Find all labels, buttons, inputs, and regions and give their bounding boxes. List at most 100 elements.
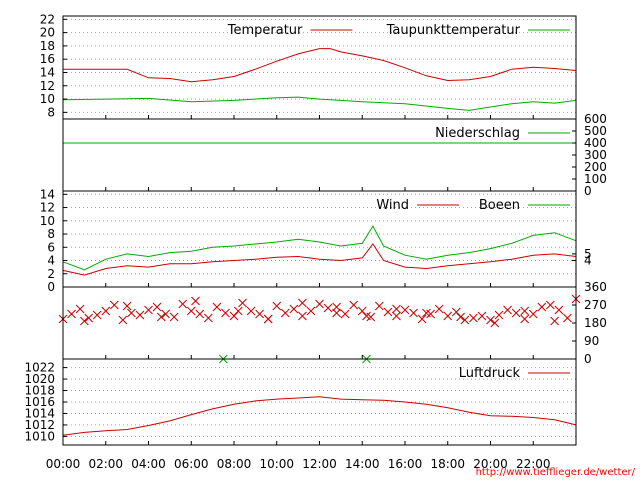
xtick-label: 00:00 <box>46 457 81 471</box>
wind-ytick-label: 10 <box>40 214 55 228</box>
temperature-legend-label: Temperatur <box>227 23 303 38</box>
temperature-ytick-label: 14 <box>40 65 55 79</box>
wind-direction-point <box>434 304 444 314</box>
wind-direction-point <box>477 311 487 321</box>
xtick-label: 14:00 <box>345 457 380 471</box>
wind-direction-frame <box>62 286 577 360</box>
wind-direction-point <box>233 306 243 316</box>
wind-legend-label: Wind <box>376 198 409 213</box>
wind-ytick-label-right: 5 <box>584 247 592 261</box>
temperature-series-line <box>62 96 577 111</box>
source-url: http://www.tiefflieger.de/wetter/ <box>476 467 636 478</box>
wind-direction-point <box>238 298 247 308</box>
wind-direction-point <box>520 306 530 316</box>
wind-direction-point <box>456 312 465 322</box>
wind-series-line <box>62 225 577 271</box>
wind-direction-point <box>340 309 350 319</box>
wind-direction-point <box>144 305 153 315</box>
wind-direction-point <box>109 300 119 310</box>
wind-direction-ytick-label-right: 270 <box>584 298 607 312</box>
wind-direction-point <box>122 301 132 311</box>
wind-direction-point <box>298 311 307 321</box>
wind-direction-point <box>246 306 256 316</box>
xtick-label: 08:00 <box>217 457 252 471</box>
wind-direction-point <box>503 305 512 315</box>
precipitation-ytick-label-right: 600 <box>584 112 607 126</box>
wind-ytick-label: 8 <box>47 227 55 241</box>
wind-direction-point <box>409 308 418 318</box>
wind-direction-point <box>417 314 427 324</box>
wind-direction-point <box>229 311 239 321</box>
wind-direction-point <box>357 306 367 316</box>
xtick-label: 04:00 <box>131 457 166 471</box>
wind-direction-point <box>127 308 136 318</box>
wind-direction-point <box>490 318 500 328</box>
wind-direction-point <box>152 302 162 312</box>
wind-direction-point <box>469 313 478 323</box>
wind-direction-point <box>486 315 495 325</box>
wind-direction-point <box>195 309 205 319</box>
wind-direction-point <box>545 300 555 310</box>
wind-ytick-label: 6 <box>47 240 55 254</box>
xtick-label: 18:00 <box>430 457 465 471</box>
xtick-label: 16:00 <box>388 457 423 471</box>
wind-direction-point <box>511 308 521 318</box>
temperature-ytick-label: 16 <box>40 52 55 66</box>
wind-direction-point <box>80 316 89 326</box>
temperature-ytick-label: 18 <box>40 39 55 53</box>
wind-ytick-label: 14 <box>40 187 55 201</box>
temperature-ytick-label: 10 <box>40 92 55 106</box>
wind-ytick-label: 12 <box>40 201 55 215</box>
wind-direction-point <box>306 306 316 316</box>
wind-direction-point <box>263 314 273 324</box>
precipitation-ytick-label-right: 100 <box>584 172 607 186</box>
wind-direction-point <box>84 313 94 323</box>
pressure-ytick-label: 1018 <box>24 384 55 398</box>
temperature-ytick-label: 8 <box>47 105 55 119</box>
pressure-ytick-label: 1012 <box>24 418 55 432</box>
temperature-legend-label: Taupunkttemperatur <box>386 23 521 38</box>
wind-direction-point <box>272 301 282 311</box>
xtick-label: 02:00 <box>88 457 123 471</box>
xtick-label: 20:00 <box>473 457 508 471</box>
wind-direction-point <box>221 308 230 318</box>
wind-legend-label: Boeen <box>479 198 520 213</box>
pressure-ytick-label: 1020 <box>24 372 55 386</box>
wind-direction-point <box>550 316 559 326</box>
pressure-ytick-label: 1014 <box>24 406 55 420</box>
wind-direction-point <box>554 305 564 315</box>
wind-direction-point <box>169 312 179 322</box>
wind-direction-point <box>212 302 222 312</box>
wind-direction-point <box>494 310 504 320</box>
wind-direction-ytick-label-right: 0 <box>584 352 592 366</box>
pressure-ytick-label: 1010 <box>24 429 55 443</box>
wind-direction-ytick-label-right: 360 <box>584 280 607 294</box>
wind-direction-point <box>374 301 384 311</box>
wind-direction-point <box>451 307 461 317</box>
wind-direction-point <box>528 309 538 319</box>
wind-direction-point <box>178 299 188 309</box>
pressure-ytick-label: 1016 <box>24 395 55 409</box>
precipitation-ytick-label-right: 500 <box>584 124 607 138</box>
precipitation-legend-label: Niederschlag <box>435 126 520 141</box>
wind-direction-point <box>203 313 213 323</box>
wind-direction-point <box>422 308 431 318</box>
xtick-label: 12:00 <box>302 457 337 471</box>
wind-direction-point <box>101 306 111 316</box>
wind-direction-point <box>280 308 290 318</box>
wind-direction-point <box>392 304 401 314</box>
wind-direction-point <box>298 298 307 308</box>
pressure-legend-label: Luftdruck <box>459 366 521 381</box>
wind-direction-point <box>537 302 547 312</box>
pressure-ytick-label: 1022 <box>24 361 55 375</box>
wind-direction-point <box>191 296 200 306</box>
wind-direction-point <box>315 299 324 309</box>
xtick-label: 06:00 <box>174 457 209 471</box>
temperature-ytick-label: 20 <box>40 26 55 40</box>
wind-ytick-label: 0 <box>47 280 55 294</box>
wind-direction-point <box>75 304 85 314</box>
wind-ytick-label: 2 <box>47 267 55 281</box>
wind-direction-point <box>289 304 299 314</box>
wind-direction-point <box>563 313 572 323</box>
wind-direction-point <box>520 314 530 324</box>
